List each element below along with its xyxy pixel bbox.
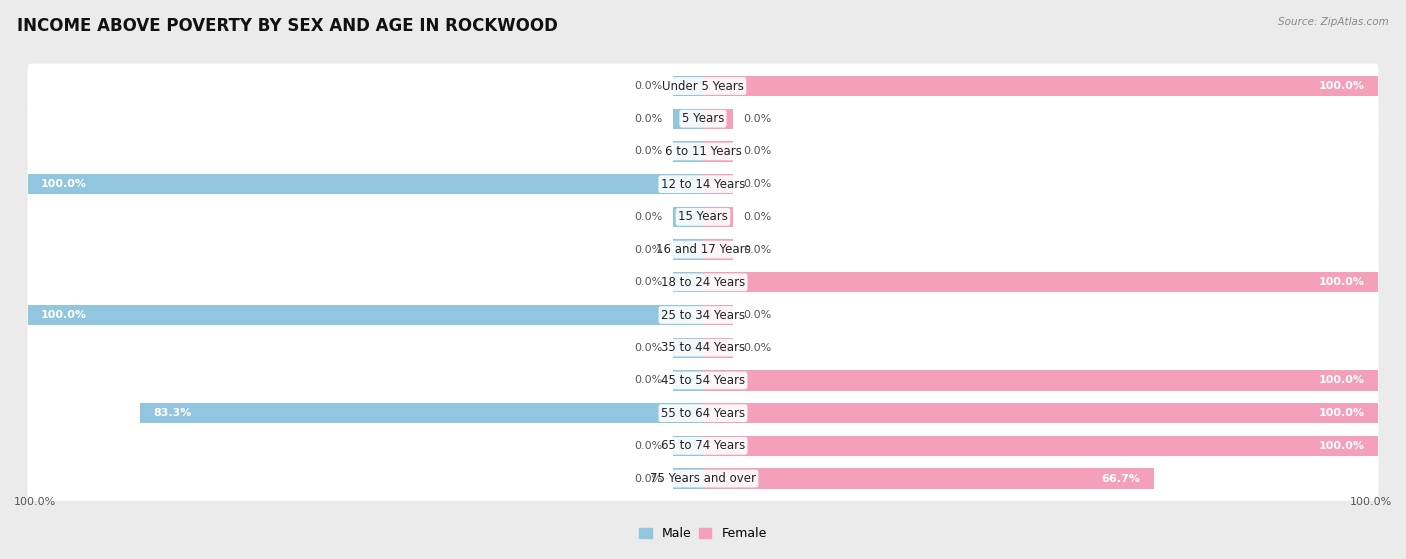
Text: 0.0%: 0.0%	[744, 146, 772, 157]
Bar	[141, 403, 703, 423]
Text: 100.0%: 100.0%	[41, 179, 87, 189]
Text: 0.0%: 0.0%	[634, 473, 662, 484]
Bar	[672, 76, 703, 96]
Bar	[672, 108, 703, 129]
Text: 100.0%: 100.0%	[41, 310, 87, 320]
Text: 66.7%: 66.7%	[1101, 473, 1140, 484]
FancyBboxPatch shape	[28, 129, 1378, 174]
Text: 0.0%: 0.0%	[744, 343, 772, 353]
Text: 100.0%: 100.0%	[1350, 497, 1392, 507]
Text: 100.0%: 100.0%	[1319, 441, 1365, 451]
Text: INCOME ABOVE POVERTY BY SEX AND AGE IN ROCKWOOD: INCOME ABOVE POVERTY BY SEX AND AGE IN R…	[17, 17, 558, 35]
Text: 75 Years and over: 75 Years and over	[650, 472, 756, 485]
Text: 0.0%: 0.0%	[744, 310, 772, 320]
Text: 6 to 11 Years: 6 to 11 Years	[665, 145, 741, 158]
Text: 0.0%: 0.0%	[634, 212, 662, 222]
Text: 0.0%: 0.0%	[634, 81, 662, 91]
Bar	[703, 338, 734, 358]
Text: 100.0%: 100.0%	[1319, 81, 1365, 91]
Bar	[672, 239, 703, 260]
Text: 0.0%: 0.0%	[634, 343, 662, 353]
Bar	[28, 305, 703, 325]
Text: 16 and 17 Years: 16 and 17 Years	[655, 243, 751, 256]
Bar	[703, 370, 1378, 391]
Bar	[672, 207, 703, 227]
Text: 55 to 64 Years: 55 to 64 Years	[661, 406, 745, 420]
Text: 25 to 34 Years: 25 to 34 Years	[661, 309, 745, 321]
Bar	[703, 174, 734, 195]
Bar	[703, 108, 734, 129]
Text: 0.0%: 0.0%	[744, 113, 772, 124]
Text: 12 to 14 Years: 12 to 14 Years	[661, 178, 745, 191]
Bar	[672, 141, 703, 162]
Bar	[703, 468, 1153, 489]
Text: 0.0%: 0.0%	[634, 146, 662, 157]
Bar	[28, 174, 703, 195]
FancyBboxPatch shape	[28, 293, 1378, 337]
Bar	[703, 76, 1378, 96]
Text: 0.0%: 0.0%	[634, 277, 662, 287]
Text: 100.0%: 100.0%	[1319, 376, 1365, 386]
Text: 0.0%: 0.0%	[634, 245, 662, 254]
FancyBboxPatch shape	[28, 456, 1378, 501]
Bar	[703, 435, 1378, 456]
Bar	[703, 239, 734, 260]
FancyBboxPatch shape	[28, 64, 1378, 108]
FancyBboxPatch shape	[28, 325, 1378, 370]
Text: 100.0%: 100.0%	[14, 497, 56, 507]
FancyBboxPatch shape	[28, 228, 1378, 272]
Text: 0.0%: 0.0%	[634, 441, 662, 451]
FancyBboxPatch shape	[28, 162, 1378, 206]
Text: 45 to 54 Years: 45 to 54 Years	[661, 374, 745, 387]
Bar	[703, 403, 1378, 423]
Text: 18 to 24 Years: 18 to 24 Years	[661, 276, 745, 289]
Text: 100.0%: 100.0%	[1319, 408, 1365, 418]
FancyBboxPatch shape	[28, 260, 1378, 305]
Text: 5 Years: 5 Years	[682, 112, 724, 125]
FancyBboxPatch shape	[28, 358, 1378, 403]
Text: 100.0%: 100.0%	[1319, 277, 1365, 287]
Text: 15 Years: 15 Years	[678, 210, 728, 224]
Bar	[672, 272, 703, 292]
Text: 83.3%: 83.3%	[153, 408, 193, 418]
Bar	[672, 338, 703, 358]
Text: 0.0%: 0.0%	[634, 376, 662, 386]
Bar	[703, 207, 734, 227]
Bar	[672, 435, 703, 456]
Bar	[672, 370, 703, 391]
Text: 65 to 74 Years: 65 to 74 Years	[661, 439, 745, 452]
Bar	[703, 272, 1378, 292]
Bar	[703, 141, 734, 162]
Bar	[672, 468, 703, 489]
Text: 0.0%: 0.0%	[744, 212, 772, 222]
FancyBboxPatch shape	[28, 195, 1378, 239]
Text: 0.0%: 0.0%	[634, 113, 662, 124]
Text: Under 5 Years: Under 5 Years	[662, 79, 744, 93]
Text: 35 to 44 Years: 35 to 44 Years	[661, 341, 745, 354]
FancyBboxPatch shape	[28, 391, 1378, 435]
Text: Source: ZipAtlas.com: Source: ZipAtlas.com	[1278, 17, 1389, 27]
Text: 0.0%: 0.0%	[744, 179, 772, 189]
FancyBboxPatch shape	[28, 424, 1378, 468]
Text: 0.0%: 0.0%	[744, 245, 772, 254]
Bar	[703, 305, 734, 325]
FancyBboxPatch shape	[28, 96, 1378, 141]
Legend: Male, Female: Male, Female	[634, 523, 772, 546]
